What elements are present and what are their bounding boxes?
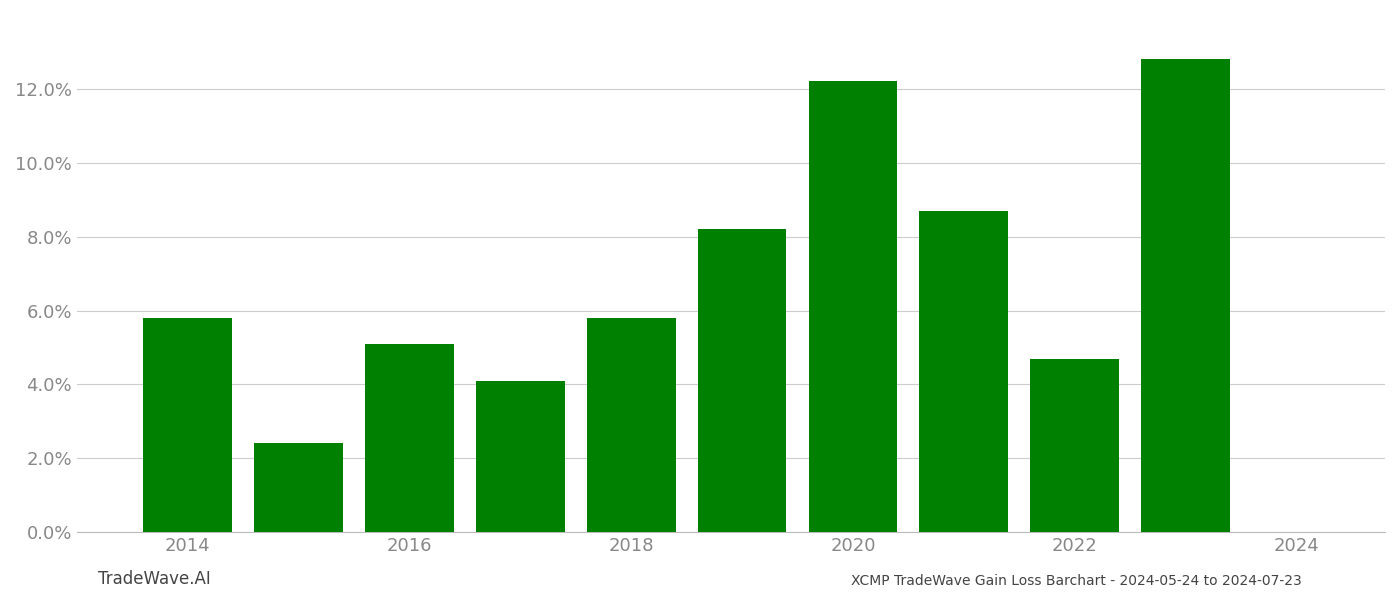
Bar [920, 211, 1008, 532]
Bar [255, 443, 343, 532]
Text: XCMP TradeWave Gain Loss Barchart - 2024-05-24 to 2024-07-23: XCMP TradeWave Gain Loss Barchart - 2024… [851, 574, 1302, 588]
Bar [697, 229, 787, 532]
Bar [476, 380, 564, 532]
Bar [365, 344, 454, 532]
Bar [809, 82, 897, 532]
Bar [587, 318, 676, 532]
Bar [143, 318, 232, 532]
Bar [1030, 359, 1119, 532]
Text: TradeWave.AI: TradeWave.AI [98, 570, 211, 588]
Bar [1141, 59, 1229, 532]
